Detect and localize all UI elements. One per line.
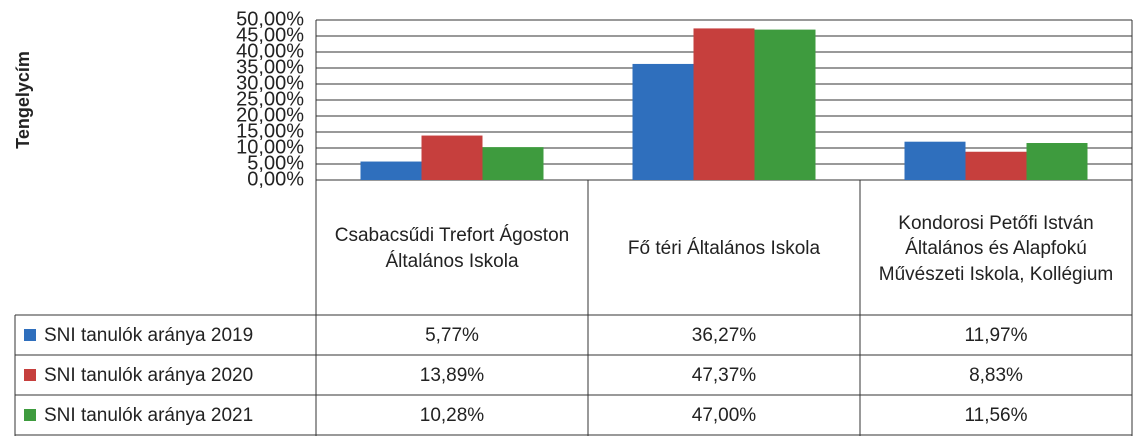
y-tick-label: 30,00%: [236, 72, 304, 94]
y-tick-label: 5,00%: [247, 152, 304, 174]
category-label: Fő téri Általános Iskola: [627, 238, 821, 260]
category-cell: Fő téri Általános Iskola: [627, 238, 821, 260]
legend-swatch: [24, 369, 36, 381]
bar: [421, 135, 483, 180]
legend-label: SNI tanulók aránya 2020: [44, 365, 253, 386]
bar: [632, 63, 694, 180]
legend-swatch: [24, 329, 36, 341]
y-tick-label: 45,00%: [236, 24, 304, 46]
bar: [904, 141, 966, 180]
legend-label: SNI tanulók aránya 2021: [44, 405, 253, 426]
table-value: 11,56%: [964, 405, 1027, 426]
bar: [482, 147, 544, 180]
table-value: 13,89%: [420, 365, 485, 386]
y-tick-label: 0,00%: [247, 168, 304, 190]
category-label: Csabacsűdi Trefort Ágoston Általános Isk…: [334, 225, 570, 272]
y-tick-label: 50,00%: [236, 8, 304, 30]
bar: [693, 28, 755, 180]
table-value: 11,97%: [964, 325, 1027, 346]
table-value: 8,83%: [969, 365, 1023, 386]
table-value: 5,77%: [425, 325, 479, 346]
category-label: Kondorosi Petőfi István Általános és Ala…: [878, 212, 1114, 285]
legend-swatch: [24, 409, 36, 421]
y-tick-label: 25,00%: [236, 88, 304, 110]
y-axis-title: Tengelycím: [13, 51, 33, 149]
table-value: 47,37%: [692, 365, 757, 386]
bar: [754, 29, 816, 180]
y-tick-label: 15,00%: [236, 120, 304, 142]
category-cell: Kondorosi Petőfi István Általános és Ala…: [878, 212, 1114, 285]
y-tick-label: 10,00%: [236, 136, 304, 158]
bar: [965, 151, 1027, 180]
table-value: 10,28%: [420, 405, 485, 426]
table-value: 36,27%: [692, 325, 757, 346]
bar: [360, 161, 422, 180]
category-cell: Csabacsűdi Trefort Ágoston Általános Isk…: [334, 225, 570, 272]
table-value: 47,00%: [692, 405, 757, 426]
y-tick-label: 40,00%: [236, 40, 304, 62]
bar: [1026, 143, 1088, 180]
y-tick-label: 35,00%: [236, 56, 304, 78]
legend-label: SNI tanulók aránya 2019: [44, 325, 253, 346]
y-tick-label: 20,00%: [236, 104, 304, 126]
